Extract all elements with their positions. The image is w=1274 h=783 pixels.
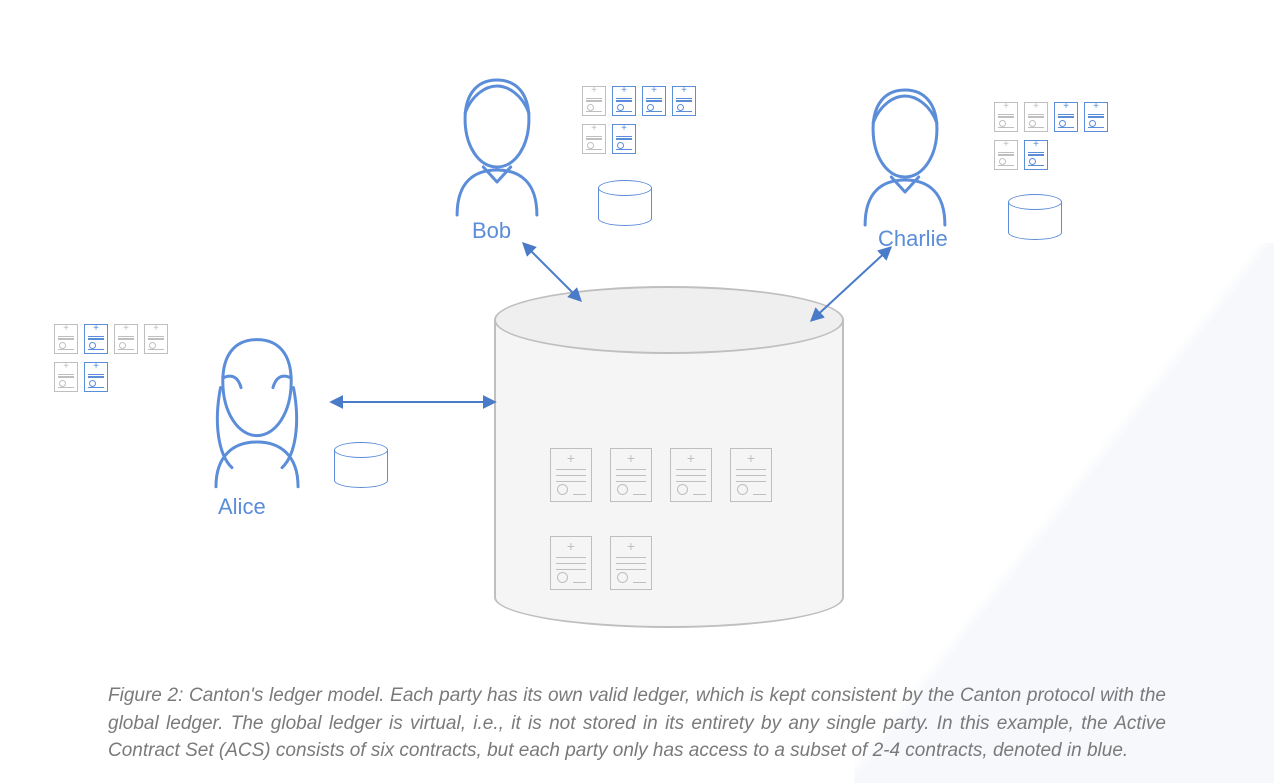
alice-label: Alice: [218, 494, 266, 520]
global-contract-doc: [610, 448, 652, 502]
figure-canvas: Alice Bob Charlie Figure 2: Canton's ledge…: [0, 0, 1274, 783]
contract-doc-icon: [642, 86, 666, 116]
bob-avatar: [457, 80, 537, 215]
alice-avatar: [216, 340, 298, 487]
contract-doc-icon: [1024, 102, 1048, 132]
contract-doc-icon: [144, 324, 168, 354]
charlie-label: Charlie: [878, 226, 948, 252]
contract-doc-icon: [612, 86, 636, 116]
contract-doc-icon: [114, 324, 138, 354]
global-contract-doc: [550, 448, 592, 502]
charlie-avatar: [865, 90, 945, 225]
contract-doc-icon: [1054, 102, 1078, 132]
alice-contracts: [54, 324, 178, 392]
contract-doc-icon: [612, 124, 636, 154]
global-contract-doc: [670, 448, 712, 502]
contract-doc-icon: [84, 324, 108, 354]
charlie-local-ledger-icon: [1008, 194, 1062, 240]
contract-doc-icon: [994, 140, 1018, 170]
bob-local-ledger-icon: [598, 180, 652, 226]
bob-contracts: [582, 86, 706, 154]
contract-doc-icon: [1024, 140, 1048, 170]
global-contract-doc: [550, 536, 592, 590]
contract-doc-icon: [994, 102, 1018, 132]
contract-doc-icon: [1084, 102, 1108, 132]
alice-local-ledger-icon: [334, 442, 388, 488]
contract-doc-icon: [54, 324, 78, 354]
charlie-contracts: [994, 102, 1118, 170]
contract-doc-icon: [672, 86, 696, 116]
global-ledger-cylinder: [494, 286, 844, 628]
bob-label: Bob: [472, 218, 511, 244]
global-contract-doc: [610, 536, 652, 590]
global-contract-doc: [730, 448, 772, 502]
contract-doc-icon: [84, 362, 108, 392]
contract-doc-icon: [582, 124, 606, 154]
contract-doc-icon: [582, 86, 606, 116]
figure-caption: Figure 2: Canton's ledger model. Each pa…: [108, 682, 1166, 765]
contract-doc-icon: [54, 362, 78, 392]
